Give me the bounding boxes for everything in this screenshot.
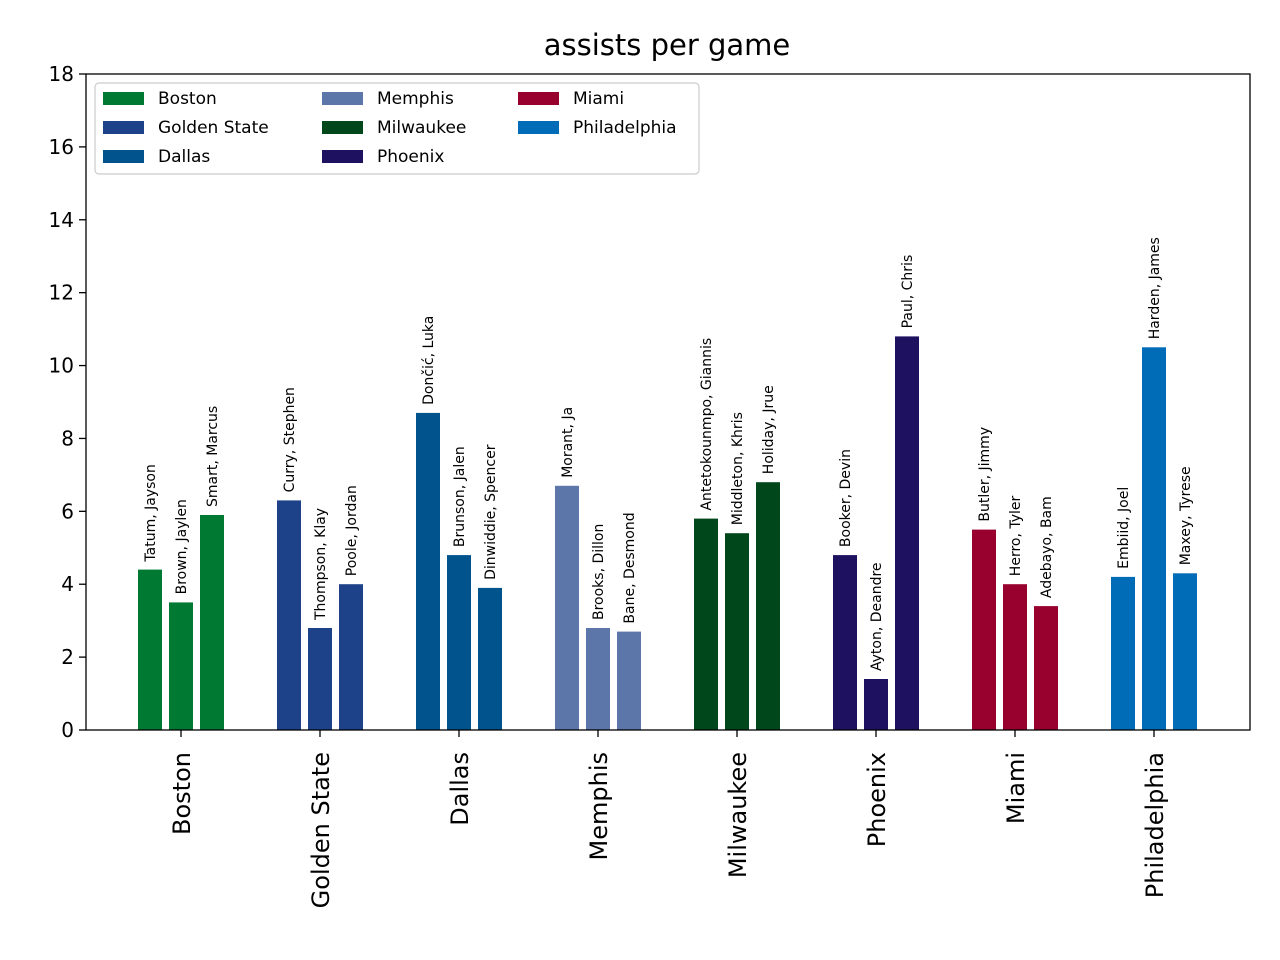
bar-label: Brown, Jaylen <box>174 499 190 594</box>
legend-label: Boston <box>158 89 217 109</box>
legend-label: Golden State <box>158 118 269 138</box>
plot-frame <box>85 73 1251 731</box>
legend-swatch <box>518 92 559 105</box>
bar-label: Antetokounmpo, Giannis <box>699 338 715 511</box>
bar <box>1003 584 1027 730</box>
bar-label: Middleton, Khris <box>730 412 746 525</box>
legend-swatch <box>103 150 144 163</box>
legend-swatch <box>103 121 144 134</box>
bar-label: Embiid, Joel <box>1116 487 1132 569</box>
legend: Boston Golden State Dallas Memphis Milwaukee… <box>94 82 700 175</box>
y-tick-label: 10 <box>49 354 74 378</box>
legend-label: Phoenix <box>377 147 444 167</box>
bar <box>833 555 857 730</box>
bar-label: Ayton, Deandre <box>869 562 885 671</box>
legend-swatch <box>103 92 144 105</box>
bar <box>416 412 440 730</box>
bar-label: Harden, James <box>1147 237 1163 339</box>
bar-label: Holiday, Jrue <box>761 385 777 474</box>
legend-box <box>94 82 700 175</box>
bar <box>617 631 641 730</box>
y-tick-label: 6 <box>61 499 74 523</box>
x-tick-label: Phoenix <box>863 752 891 847</box>
bar <box>694 518 718 730</box>
bar-label: Morant, Ja <box>560 407 576 478</box>
x-tick-label: Philadelphia <box>1141 752 1169 898</box>
legend-swatch <box>518 121 559 134</box>
bar-label: Brooks, Dillon <box>591 524 607 620</box>
bar-label: Poole, Jordan <box>344 485 360 576</box>
bar-label: Dončić, Luka <box>421 316 437 405</box>
bar-label: Booker, Devin <box>838 449 854 547</box>
bar <box>138 569 162 730</box>
axes-layer: Boston Golden State Dallas Memphis Milwaukee… <box>49 62 1251 908</box>
bar-label: Dinwiddie, Spencer <box>483 444 499 580</box>
bar <box>478 587 502 730</box>
x-tick-label: Milwaukee <box>724 752 752 878</box>
bar-label: Herro, Tyler <box>1008 495 1024 576</box>
legend-label: Milwaukee <box>377 118 466 138</box>
bar <box>1034 606 1058 730</box>
x-tick-label: Boston <box>168 752 196 835</box>
bar <box>339 584 363 730</box>
y-tick-label: 0 <box>61 718 74 742</box>
bar-label: Curry, Stephen <box>282 387 298 492</box>
bar <box>200 515 224 730</box>
x-tick-label: Dallas <box>446 752 474 826</box>
bar <box>277 500 301 730</box>
bar-label: Thompson, Klay <box>313 508 329 621</box>
legend-swatch <box>322 92 363 105</box>
y-tick-label: 2 <box>61 645 74 669</box>
y-tick-label: 16 <box>49 135 74 159</box>
x-tick-label: Golden State <box>307 752 335 908</box>
bar-label: Paul, Chris <box>900 255 916 329</box>
y-tick-label: 8 <box>61 426 74 450</box>
y-tick-label: 4 <box>61 572 74 596</box>
bars-layer <box>138 336 1197 730</box>
bar <box>447 555 471 730</box>
legend-label: Memphis <box>377 89 454 109</box>
bar-label: Adebayo, Bam <box>1039 496 1055 598</box>
chart-title: assists per game <box>544 28 791 62</box>
legend-label: Philadelphia <box>573 118 677 138</box>
bar <box>1111 576 1135 730</box>
x-tick-label: Miami <box>1002 752 1030 824</box>
bar <box>725 533 749 730</box>
bar-label: Butler, Jimmy <box>977 427 993 522</box>
x-tick-label: Memphis <box>585 752 613 860</box>
bar <box>864 679 888 730</box>
bar <box>308 628 332 730</box>
bar <box>169 602 193 730</box>
bar <box>586 628 610 730</box>
bar-label: Tatum, Jayson <box>143 464 159 562</box>
bar <box>895 336 919 730</box>
legend-label: Miami <box>573 89 624 109</box>
y-tick-label: 12 <box>49 281 74 305</box>
y-tick-label: 18 <box>49 62 74 86</box>
bar-label: Brunson, Jalen <box>452 446 468 547</box>
bar-label: Maxey, Tyrese <box>1178 466 1194 565</box>
bar <box>1173 573 1197 730</box>
bar <box>1142 347 1166 730</box>
bar-label: Smart, Marcus <box>205 406 221 507</box>
bar <box>972 529 996 730</box>
bar-labels-layer: Tatum, Jayson Brown, Jaylen Smart, Marcus C… <box>143 237 1194 671</box>
bar-label: Bane, Desmond <box>622 512 638 623</box>
bar <box>756 482 780 730</box>
legend-swatch <box>322 121 363 134</box>
y-tick-label: 14 <box>49 208 74 232</box>
bar <box>555 485 579 730</box>
legend-label: Dallas <box>158 147 210 167</box>
legend-swatch <box>322 150 363 163</box>
